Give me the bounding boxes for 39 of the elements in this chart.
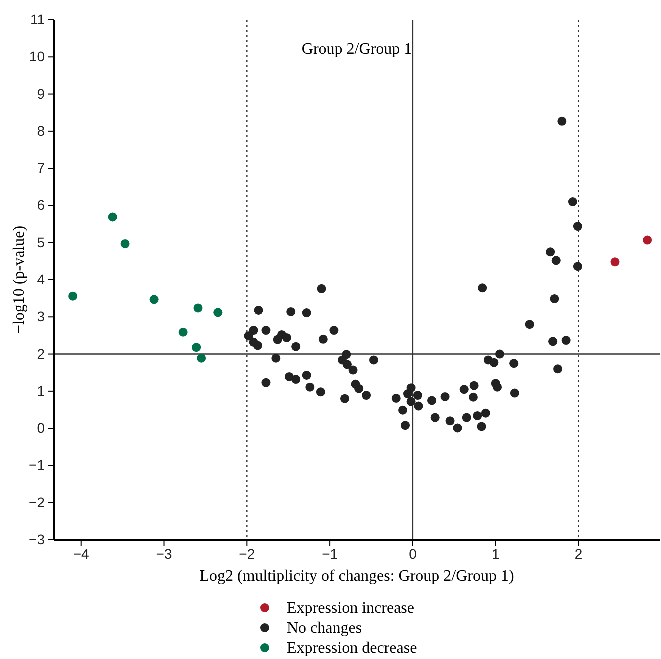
y-tick-label: 8 [37,122,46,139]
y-axis-title: −log10 (p-value) [11,226,28,334]
y-tick-label: 7 [37,160,46,176]
y-tick-label: −1 [29,457,46,474]
y-tick-label: 3 [37,308,46,325]
point [150,295,159,304]
point [610,258,620,267]
y-tick-label: −3 [29,531,46,548]
legend-label: Expression increase [287,600,415,617]
point [214,308,223,318]
legend-label: No changes [287,620,362,637]
y-tick-label: 6 [37,197,46,214]
x-tick-label: −3 [156,546,172,562]
point [197,354,206,363]
point [178,328,188,337]
y-tick-label: 5 [37,234,46,250]
x-tick-label: 1 [492,546,500,562]
y-tick-label: 2 [37,346,46,362]
legend-label: Expression decrease [287,640,418,657]
x-tick-label: 0 [409,546,418,562]
point [194,304,203,313]
point [108,212,118,222]
point [120,239,130,248]
y-tick-label: 9 [37,86,46,102]
x-tick-label: −4 [73,546,90,562]
y-tick-label: 10 [29,48,46,65]
point [68,292,78,301]
y-tick-label: −2 [29,494,46,510]
y-tick-label: 4 [37,271,46,288]
y-tick-label: 0 [37,420,46,436]
point [643,236,652,245]
x-tick-label: −2 [239,546,256,562]
y-tick-label: 1 [37,382,46,399]
x-tick-label: −1 [322,546,338,562]
y-tick-label: 11 [30,11,46,28]
text: Group 2/Group 1 [302,41,412,58]
x-tick-label: 2 [574,546,583,562]
x-axis-title: Log2 (multiplicity of changes: Group 2/Group 1) [200,568,514,585]
point [192,343,202,352]
